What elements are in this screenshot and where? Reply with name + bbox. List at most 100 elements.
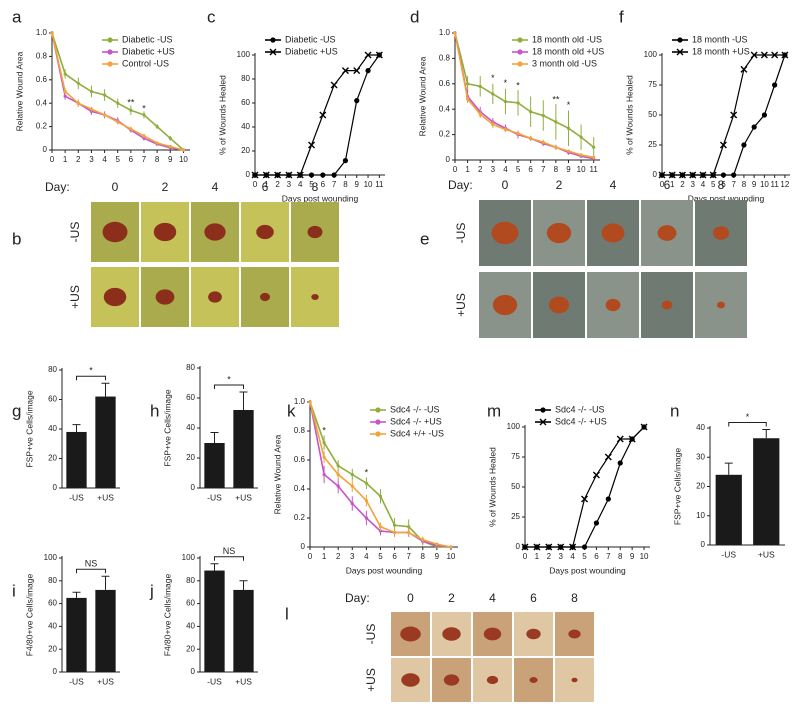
annotation: * <box>567 100 571 110</box>
x-tick-label: 7 <box>606 552 611 561</box>
wound <box>492 294 518 316</box>
x-tick-label: 11 <box>770 180 779 189</box>
legend-marker <box>107 61 113 67</box>
x-tick-label: 4 <box>364 552 369 561</box>
point <box>699 171 707 179</box>
bar <box>95 396 116 488</box>
point <box>89 89 94 94</box>
x-tick-label: 3 <box>287 180 292 189</box>
y-tick-label: 60 <box>186 599 195 608</box>
annotation: * <box>491 73 495 83</box>
point <box>554 145 558 149</box>
point <box>296 171 304 179</box>
x-tick-label: 8 <box>618 552 623 561</box>
wound <box>311 293 319 301</box>
y-tick-label: 50 <box>511 482 520 491</box>
day-value: 8 <box>571 591 578 605</box>
y-tick-label: 20 <box>696 482 705 491</box>
y-tick-label: 20 <box>186 644 195 653</box>
x-tick-label: 5 <box>711 180 716 189</box>
point <box>350 501 354 506</box>
x-tick-label: 3 <box>350 552 355 561</box>
x-tick-label: 4 <box>570 552 575 561</box>
point <box>129 127 133 131</box>
panel-letter: f <box>619 7 624 26</box>
legend-marker <box>375 431 381 437</box>
panel-letter: b <box>12 229 21 248</box>
point <box>375 51 383 59</box>
day-label: Day: <box>345 591 370 605</box>
series-line <box>255 54 380 176</box>
wound <box>260 292 270 302</box>
x-tick-label: 9 <box>168 155 173 164</box>
y-tick-label: 0 <box>246 170 251 179</box>
y-tick-label: 20 <box>48 644 57 653</box>
y-tick-label: 40 <box>241 122 250 131</box>
point <box>378 525 383 529</box>
x-tick-label: 5 <box>309 180 314 189</box>
wound <box>483 627 502 641</box>
x-tick-label: +US <box>758 549 775 559</box>
point <box>579 135 583 139</box>
legend-marker <box>269 48 277 56</box>
day-value: 4 <box>610 178 617 192</box>
point <box>709 171 717 179</box>
point <box>319 111 327 119</box>
point <box>350 472 354 477</box>
point <box>392 523 397 527</box>
legend-label: Sdc4 -/- +US <box>555 416 607 426</box>
legend-label: Diabetic +US <box>122 46 175 56</box>
y-tick-label: 0 <box>43 145 48 154</box>
point <box>364 516 368 520</box>
x-tick-label: -US <box>69 492 84 502</box>
significance-bracket <box>76 568 106 574</box>
x-tick-label: 0 <box>253 180 258 189</box>
point <box>364 51 372 59</box>
point <box>76 81 80 85</box>
point <box>274 171 282 179</box>
annotation: * <box>516 81 520 91</box>
x-tick-label: 2 <box>547 552 552 561</box>
bar <box>204 443 225 488</box>
y-axis-label: Relative Wound Area <box>272 434 282 514</box>
day-value: 0 <box>502 178 509 192</box>
y-axis-label: FSP+ve Cells/image <box>24 390 34 468</box>
significance-bracket <box>728 421 767 427</box>
bar <box>66 431 87 488</box>
wound <box>103 287 127 307</box>
error-bar <box>239 580 248 590</box>
y-tick-label: 0 <box>701 540 706 549</box>
significance-bracket <box>214 556 244 561</box>
point <box>308 172 315 178</box>
point <box>407 525 411 529</box>
x-tick-label: 1 <box>322 552 327 561</box>
point <box>581 495 589 503</box>
x-tick-label: 4 <box>503 165 508 174</box>
point <box>102 93 107 97</box>
point <box>554 120 558 124</box>
significance-bracket <box>76 375 106 381</box>
y-tick-label: 80 <box>48 576 57 585</box>
point <box>364 481 368 485</box>
wound <box>712 226 730 240</box>
y-tick-label: 0 <box>301 542 306 551</box>
x-tick-label: -US <box>207 676 222 686</box>
y-axis-label: F4/80+ve Cells/image <box>162 574 172 657</box>
point <box>364 499 368 503</box>
x-tick-label: -US <box>69 676 84 686</box>
y-tick-label: 50 <box>648 110 657 119</box>
significance-label: NS <box>85 559 98 569</box>
point <box>308 400 312 404</box>
y-axis-label: FSP+ve Cells/image <box>672 448 682 526</box>
x-tick-label: 5 <box>115 155 120 164</box>
wound <box>208 291 222 303</box>
legend-marker <box>107 49 113 55</box>
wound <box>601 223 625 243</box>
bar <box>715 474 742 545</box>
row-label: +US <box>454 293 468 317</box>
x-tick-label: 2 <box>76 155 81 164</box>
day-value: 8 <box>718 178 725 192</box>
significance-bracket <box>214 384 244 389</box>
legend-marker <box>375 407 381 413</box>
panel-letter: j <box>149 581 154 600</box>
